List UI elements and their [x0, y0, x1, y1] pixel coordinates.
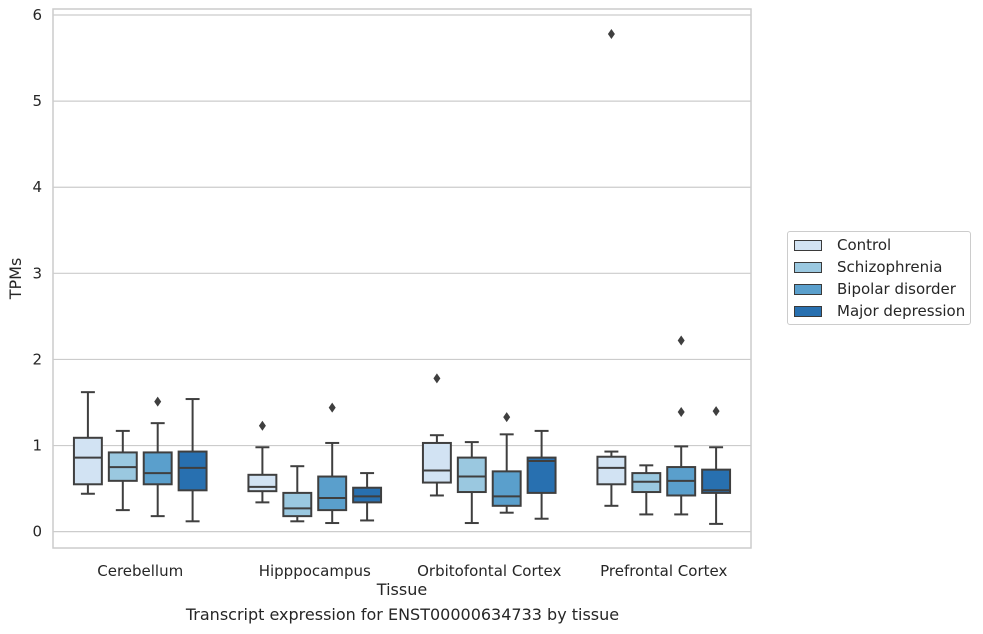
- outlier-point: [607, 28, 615, 39]
- outlier-point: [328, 402, 336, 413]
- x-tick-label: Prefrontal Cortex: [600, 562, 727, 580]
- legend-item-control: Control: [794, 235, 891, 255]
- legend-swatch-major-depression: [794, 305, 822, 317]
- x-tick-label: Hipppocampus: [259, 562, 371, 580]
- outlier-point: [154, 396, 162, 407]
- box: [317, 475, 348, 512]
- box: [177, 450, 208, 492]
- y-tick-label: 4: [32, 178, 42, 196]
- y-tick-label: 5: [32, 92, 42, 110]
- legend-label-bipolar-disorder: Bipolar disorder: [837, 280, 956, 298]
- y-tick-label: 1: [32, 437, 42, 455]
- box: [456, 456, 487, 494]
- legend-label-control: Control: [837, 236, 892, 254]
- box: [282, 491, 313, 518]
- box: [421, 441, 452, 484]
- box: [72, 436, 103, 486]
- outlier-point: [677, 406, 685, 417]
- outlier-point: [433, 373, 441, 384]
- y-tick-label: 2: [32, 350, 42, 368]
- y-tick-label: 3: [32, 264, 42, 282]
- legend-swatch-bipolar-disorder: [794, 283, 822, 295]
- legend-label-schizophrenia: Schizophrenia: [837, 258, 943, 276]
- legend-label-major-depression: Major depression: [837, 302, 966, 320]
- legend-item-schizophrenia: Schizophrenia: [794, 257, 942, 277]
- box: [526, 456, 557, 494]
- y-tick-label: 0: [32, 523, 42, 541]
- box: [596, 455, 627, 486]
- y-axis-label: TPMs: [6, 258, 25, 301]
- box: [247, 473, 278, 493]
- box: [142, 451, 173, 486]
- legend-item-bipolar-disorder: Bipolar disorder: [794, 279, 956, 299]
- x-axis-label: Tissue: [376, 580, 427, 599]
- outlier-point: [503, 412, 511, 423]
- legend-swatch-control: [794, 239, 822, 251]
- legend: Control Schizophrenia Bipolar disorder M…: [787, 231, 971, 325]
- outlier-point: [677, 335, 685, 346]
- legend-item-major-depression: Major depression: [794, 301, 965, 321]
- box: [352, 486, 383, 504]
- box: [491, 470, 522, 507]
- x-tick-label: Cerebellum: [97, 562, 183, 580]
- legend-swatch-schizophrenia: [794, 261, 822, 273]
- outlier-point: [258, 420, 266, 431]
- chart-caption: Transcript expression for ENST0000063473…: [185, 605, 620, 624]
- outlier-point: [712, 406, 720, 417]
- y-tick-label: 6: [32, 6, 42, 24]
- box: [701, 468, 732, 494]
- x-tick-label: Orbitofontal Cortex: [417, 562, 561, 580]
- plot-frame: [52, 8, 752, 549]
